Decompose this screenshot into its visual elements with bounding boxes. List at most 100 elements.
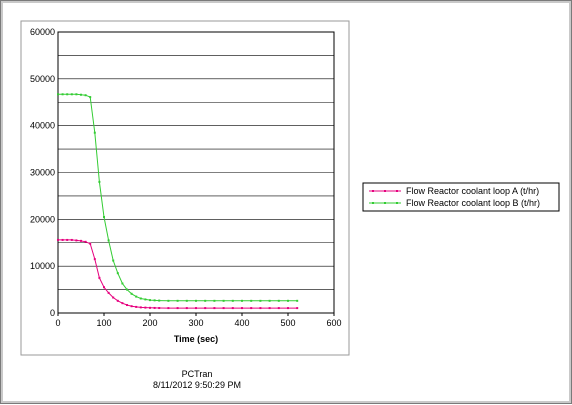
- data-point: [61, 238, 64, 241]
- data-point: [80, 93, 82, 96]
- x-tick-label: 0: [55, 318, 60, 328]
- data-point: [103, 286, 105, 289]
- data-point: [149, 306, 151, 309]
- legend-marker: [384, 202, 386, 204]
- y-tick-label: 50000: [30, 74, 55, 84]
- data-point: [84, 240, 87, 243]
- data-point: [195, 307, 197, 310]
- data-point: [89, 242, 92, 245]
- data-point: [75, 93, 78, 96]
- data-point: [153, 306, 156, 309]
- data-point: [204, 307, 207, 310]
- x-tick-label: 100: [96, 318, 111, 328]
- y-tick-label: 0: [50, 308, 55, 318]
- data-point: [250, 299, 253, 302]
- data-point: [98, 276, 101, 279]
- data-point: [277, 299, 280, 302]
- data-point: [93, 131, 96, 134]
- data-point: [259, 307, 262, 310]
- x-tick-label: 600: [326, 318, 341, 328]
- y-tick-label: 10000: [30, 261, 55, 271]
- data-point: [259, 299, 262, 302]
- data-point: [213, 307, 216, 310]
- data-point: [144, 298, 147, 301]
- legend-marker: [372, 202, 374, 204]
- axes: 0 10000 20000 30000 40000 50000 60000 0 100 200 30…: [30, 27, 342, 328]
- footer-timestamp: 8/11/2012 9:50:29 PM: [153, 380, 241, 390]
- data-point: [135, 295, 138, 298]
- legend-marker: [384, 190, 386, 192]
- x-axis-title: Time (sec): [174, 334, 218, 344]
- data-point: [153, 299, 156, 302]
- data-point: [116, 299, 119, 302]
- data-point: [144, 306, 147, 309]
- data-point: [121, 302, 124, 305]
- data-point: [112, 296, 115, 299]
- data-point: [158, 299, 161, 302]
- data-point: [277, 307, 280, 310]
- data-point: [139, 297, 142, 300]
- data-point: [66, 93, 69, 96]
- data-point: [241, 307, 243, 310]
- data-point: [121, 282, 124, 285]
- data-point: [107, 291, 110, 294]
- plot-panel: [20, 20, 350, 356]
- data-point: [130, 292, 133, 295]
- legend: Flow Reactor coolant loop A (t/hr) Flow R…: [362, 182, 560, 212]
- legend-box: [362, 182, 560, 212]
- data-point: [103, 215, 105, 218]
- data-point: [287, 299, 289, 302]
- data-point: [241, 299, 243, 302]
- footer: PCTran 8/11/2012 9:50:29 PM: [1, 369, 393, 391]
- data-point: [222, 299, 225, 302]
- data-point: [268, 307, 271, 310]
- data-point: [268, 299, 271, 302]
- x-tick-label: 200: [142, 318, 157, 328]
- data-point: [70, 238, 73, 241]
- footer-program: PCTran: [181, 369, 213, 379]
- data-point: [116, 272, 119, 275]
- data-point: [61, 93, 64, 96]
- data-point: [149, 299, 151, 302]
- data-point: [112, 259, 115, 262]
- data-point: [130, 305, 133, 308]
- legend-marker: [372, 190, 374, 192]
- y-tick-label: 60000: [30, 27, 55, 37]
- data-point: [287, 307, 289, 310]
- legend-label: Flow Reactor coolant loop B (t/hr): [406, 198, 540, 208]
- data-point: [213, 299, 216, 302]
- data-point: [185, 299, 188, 302]
- x-tick-label: 400: [234, 318, 249, 328]
- data-point: [75, 239, 78, 242]
- series-layer: [57, 93, 299, 310]
- data-point: [89, 96, 92, 99]
- data-point: [296, 299, 299, 302]
- data-point: [158, 307, 161, 310]
- data-point: [296, 307, 299, 310]
- data-point: [70, 93, 73, 96]
- data-point: [107, 239, 110, 242]
- data-point: [135, 305, 138, 308]
- data-point: [126, 288, 128, 291]
- y-tick-label: 40000: [30, 121, 55, 131]
- data-point: [167, 299, 170, 302]
- data-point: [204, 299, 207, 302]
- data-point: [195, 299, 197, 302]
- x-tick-label: 300: [188, 318, 203, 328]
- legend-marker: [396, 202, 398, 204]
- data-point: [231, 307, 234, 310]
- data-point: [80, 239, 82, 242]
- legend-marker: [396, 190, 398, 192]
- data-point: [57, 238, 59, 241]
- data-point: [66, 238, 69, 241]
- data-point: [126, 304, 128, 307]
- data-point: [84, 94, 87, 97]
- data-point: [222, 307, 225, 310]
- data-point: [176, 299, 179, 302]
- data-point: [139, 306, 142, 309]
- data-point: [57, 93, 59, 96]
- data-point: [231, 299, 234, 302]
- data-point: [185, 307, 188, 310]
